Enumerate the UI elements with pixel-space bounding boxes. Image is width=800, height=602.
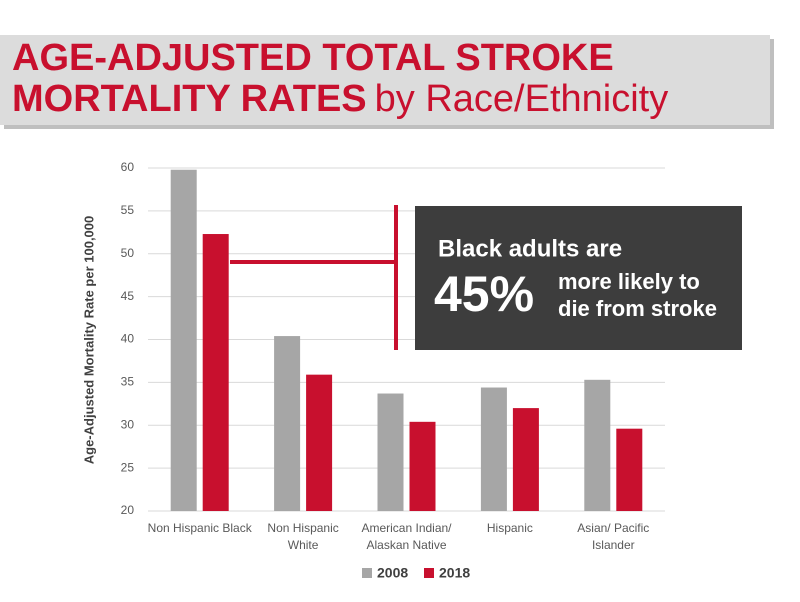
legend-label: 2008: [377, 565, 408, 581]
chart-title: AGE-ADJUSTED TOTAL STROKE: [12, 37, 614, 79]
y-tick-label: 30: [121, 417, 135, 431]
annotation: Black adults are: [438, 235, 622, 262]
chart-title: MORTALITY RATES: [12, 78, 367, 120]
bar: [409, 421, 436, 511]
legend-swatch: [424, 568, 434, 578]
title-banner: [0, 35, 770, 125]
annotation: more likely to: [558, 269, 700, 294]
chart-subtitle: by Race/Ethnicity: [375, 78, 669, 120]
x-tick-label: Hispanic: [487, 521, 533, 535]
bar: [377, 393, 404, 511]
legend-label: 2018: [439, 565, 470, 581]
legend-swatch: [362, 568, 372, 578]
x-tick-label: Non Hispanic Black: [148, 521, 253, 535]
y-axis-label: Age-Adjusted Mortality Rate per 100,000: [81, 216, 96, 465]
bar: [170, 169, 197, 511]
y-tick-label: 50: [121, 246, 135, 260]
y-tick-label: 45: [121, 289, 135, 303]
y-tick-label: 55: [121, 203, 135, 217]
y-tick-label: 40: [121, 332, 135, 346]
annotation: die from stroke: [558, 296, 717, 321]
y-tick-label: 60: [121, 160, 135, 174]
bar: [616, 428, 643, 511]
annotation: 45%: [434, 266, 534, 322]
bar: [584, 379, 611, 511]
chart-title: MORTALITY RATES by Race/Ethnicity: [12, 78, 668, 120]
annotation-box: [415, 206, 742, 350]
x-tick-label: American Indian/Alaskan Native: [361, 521, 452, 552]
bar: [512, 408, 539, 511]
bar: [306, 374, 333, 511]
bar: [274, 336, 301, 511]
x-tick-label: Non Hispanic White: [267, 521, 338, 552]
y-tick-label: 25: [121, 460, 135, 474]
y-tick-label: 35: [121, 375, 135, 389]
y-tick-label: 20: [121, 503, 135, 517]
x-tick-label: Asian/ Pacific Islander: [577, 521, 649, 552]
bar: [480, 387, 507, 511]
bar: [202, 234, 229, 511]
